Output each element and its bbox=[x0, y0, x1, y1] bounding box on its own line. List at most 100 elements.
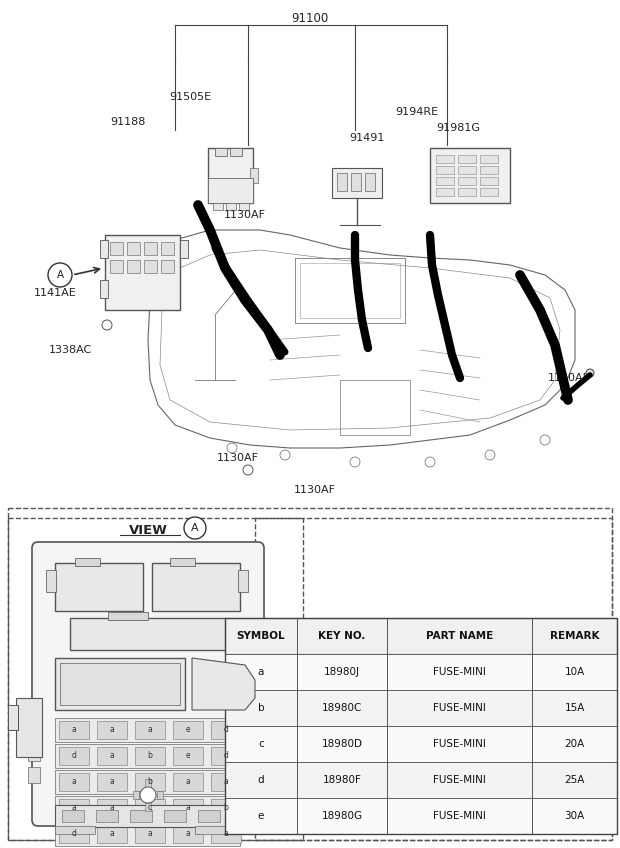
Bar bbox=[180, 240, 188, 258]
Circle shape bbox=[425, 457, 435, 467]
Bar bbox=[55, 744, 240, 768]
Bar bbox=[8, 508, 612, 840]
Bar bbox=[105, 235, 180, 310]
Bar bbox=[170, 558, 195, 566]
Text: 1130AF: 1130AF bbox=[548, 373, 590, 383]
Text: 9194RE: 9194RE bbox=[396, 107, 438, 117]
Text: d: d bbox=[71, 751, 76, 761]
Text: e: e bbox=[258, 811, 264, 821]
Circle shape bbox=[350, 457, 360, 467]
Bar bbox=[28, 767, 40, 783]
Text: 1338AC: 1338AC bbox=[48, 345, 92, 355]
Bar bbox=[208, 178, 253, 203]
Bar bbox=[127, 242, 140, 255]
Text: a: a bbox=[72, 804, 76, 812]
Bar bbox=[28, 723, 40, 739]
Bar bbox=[108, 612, 148, 620]
Bar bbox=[458, 188, 476, 196]
Bar bbox=[59, 721, 89, 739]
Text: a: a bbox=[110, 804, 114, 812]
Bar bbox=[55, 563, 143, 611]
Bar bbox=[480, 155, 498, 163]
Bar bbox=[135, 747, 165, 765]
Bar bbox=[28, 745, 40, 761]
Text: 30A: 30A bbox=[564, 811, 585, 821]
Bar bbox=[195, 826, 235, 834]
Bar bbox=[55, 718, 240, 742]
Text: d: d bbox=[71, 829, 76, 839]
Text: 91188: 91188 bbox=[110, 117, 146, 127]
Text: 20A: 20A bbox=[564, 739, 585, 749]
Circle shape bbox=[243, 465, 253, 475]
Bar bbox=[157, 791, 163, 799]
Bar bbox=[173, 773, 203, 791]
Bar bbox=[254, 767, 266, 783]
Bar bbox=[59, 799, 89, 817]
Text: a: a bbox=[72, 778, 76, 786]
Bar bbox=[144, 242, 157, 255]
Text: c: c bbox=[148, 804, 152, 812]
Text: 1130AF: 1130AF bbox=[217, 453, 259, 463]
Bar bbox=[208, 148, 253, 203]
Polygon shape bbox=[192, 658, 255, 710]
Bar bbox=[458, 155, 476, 163]
Bar bbox=[130, 810, 152, 822]
Bar bbox=[211, 799, 241, 817]
Text: a: a bbox=[185, 829, 190, 839]
Bar bbox=[59, 747, 89, 765]
Bar bbox=[173, 721, 203, 739]
Bar bbox=[211, 773, 241, 791]
Bar bbox=[225, 618, 617, 834]
Bar bbox=[55, 796, 240, 820]
Bar bbox=[127, 260, 140, 273]
Text: 1130AF: 1130AF bbox=[224, 210, 266, 220]
Bar bbox=[211, 825, 241, 843]
Bar bbox=[173, 799, 203, 817]
Bar bbox=[8, 518, 303, 840]
Text: a: a bbox=[224, 778, 228, 786]
Text: VIEW: VIEW bbox=[128, 523, 167, 537]
Text: a: a bbox=[258, 667, 264, 677]
Text: e: e bbox=[185, 751, 190, 761]
Text: SYMBOL: SYMBOL bbox=[237, 631, 285, 641]
Bar bbox=[164, 810, 186, 822]
Text: b: b bbox=[258, 703, 264, 713]
Bar bbox=[225, 618, 617, 654]
Text: b: b bbox=[148, 778, 153, 786]
Bar bbox=[218, 668, 232, 681]
Text: b: b bbox=[224, 804, 228, 812]
Bar bbox=[110, 260, 123, 273]
Bar bbox=[55, 658, 185, 710]
Polygon shape bbox=[8, 705, 18, 730]
Text: 91981G: 91981G bbox=[436, 123, 480, 133]
Bar bbox=[133, 791, 139, 799]
Text: 1130AF: 1130AF bbox=[294, 485, 336, 495]
Bar bbox=[436, 188, 454, 196]
FancyBboxPatch shape bbox=[32, 542, 264, 826]
Text: d: d bbox=[258, 775, 264, 785]
Bar bbox=[198, 686, 212, 699]
Text: A: A bbox=[56, 270, 64, 280]
Bar bbox=[152, 563, 240, 611]
Text: FUSE-MINI: FUSE-MINI bbox=[433, 811, 486, 821]
Bar bbox=[135, 773, 165, 791]
Text: 18980J: 18980J bbox=[324, 667, 360, 677]
Bar bbox=[480, 166, 498, 174]
Circle shape bbox=[184, 517, 206, 539]
Bar bbox=[255, 518, 612, 840]
Circle shape bbox=[586, 369, 594, 377]
Text: 18980C: 18980C bbox=[322, 703, 362, 713]
Text: PART NAME: PART NAME bbox=[426, 631, 493, 641]
Text: 91100: 91100 bbox=[291, 12, 329, 25]
Bar bbox=[225, 798, 617, 834]
Bar bbox=[100, 240, 108, 258]
Bar bbox=[135, 825, 165, 843]
Bar bbox=[300, 263, 400, 318]
Bar bbox=[75, 558, 100, 566]
Bar bbox=[145, 779, 151, 787]
Bar bbox=[480, 177, 498, 185]
Text: FUSE-MINI: FUSE-MINI bbox=[433, 739, 486, 749]
Bar bbox=[97, 799, 127, 817]
Bar bbox=[225, 654, 617, 690]
Text: 10A: 10A bbox=[564, 667, 585, 677]
